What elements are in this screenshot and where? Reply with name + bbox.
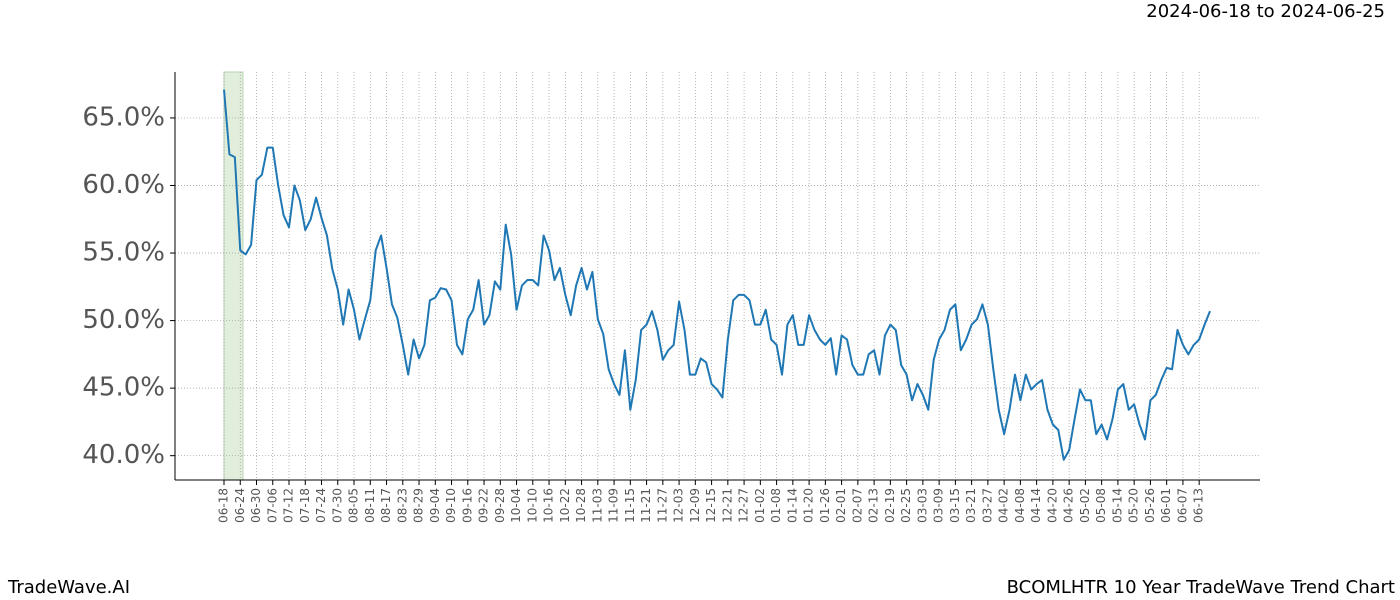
x-tick-label: 09-16 [460,488,474,523]
x-tick-label: 11-27 [655,488,669,523]
x-tick-label: 11-09 [607,488,621,523]
x-tick-label: 08-29 [412,488,426,523]
x-tick-label: 06-01 [1159,488,1173,523]
x-tick-label: 02-01 [834,488,848,523]
x-tick-label: 10-10 [525,488,539,523]
x-tick-label: 01-02 [753,488,767,523]
x-tick-label: 10-16 [542,488,556,523]
x-tick-label: 09-10 [444,488,458,523]
x-tick-label: 04-08 [1013,488,1027,523]
x-tick-label: 10-04 [509,488,523,523]
brand: TradeWave.AI [7,577,130,598]
x-tick-label: 06-30 [249,488,263,523]
y-tick-label: 55.0% [82,238,165,268]
x-tick-label: 08-23 [395,488,409,523]
x-tick-label: 03-15 [948,488,962,523]
x-tick-label: 06-13 [1192,488,1206,523]
x-tick-label: 03-03 [915,488,929,523]
x-tick-label: 12-09 [688,488,702,523]
x-tick-label: 04-20 [1045,488,1059,523]
line-series [223,89,1211,461]
x-tick-label: 01-26 [818,488,832,523]
x-tick-label: 09-22 [477,488,491,523]
x-tick-label: 01-08 [769,488,783,523]
x-tick-label: 03-09 [932,488,946,523]
x-tick-label: 10-28 [574,488,588,523]
x-tick-label: 08-11 [363,488,377,523]
x-tick-label: 03-21 [964,488,978,523]
x-tick-label: 12-03 [672,488,686,523]
x-tick-label: 03-27 [980,488,994,523]
x-tick-label: 09-28 [493,488,507,523]
x-tick-label: 07-24 [314,488,328,523]
y-tick-label: 45.0% [82,373,165,403]
x-tick-label: 10-22 [558,488,572,523]
x-tick-label: 06-07 [1175,488,1189,523]
x-tick-label: 06-18 [217,488,231,523]
x-tick-label: 11-21 [639,488,653,523]
x-tick-label: 12-27 [737,488,751,523]
x-tick-label: 04-26 [1062,488,1076,523]
y-tick-label: 50.0% [82,305,165,335]
x-tick-label: 07-06 [265,488,279,523]
x-tick-label: 08-05 [347,488,361,523]
y-tick-label: 40.0% [82,440,165,470]
y-tick-label: 65.0% [82,102,165,132]
x-tick-label: 07-30 [330,488,344,523]
x-tick-label: 01-14 [785,488,799,523]
x-tick-label: 04-14 [1029,488,1043,523]
x-tick-label: 07-18 [298,488,312,523]
x-tick-label: 02-13 [867,488,881,523]
x-tick-label: 02-19 [883,488,897,523]
x-tick-label: 05-26 [1143,488,1157,523]
x-tick-label: 11-15 [623,488,637,523]
x-tick-label: 01-20 [802,488,816,523]
x-tick-label: 12-21 [720,488,734,523]
x-tick-label: 04-02 [997,488,1011,523]
x-tick-label: 08-17 [379,488,393,523]
x-tick-label: 06-24 [233,488,247,523]
x-tick-label: 05-08 [1094,488,1108,523]
x-tick-label: 05-02 [1078,488,1092,523]
x-tick-label: 07-12 [282,488,296,523]
x-tick-label: 02-07 [850,488,864,523]
x-tick-label: 05-20 [1127,488,1141,523]
chart-title: BCOMLHTR 10 Year TradeWave Trend Chart [1007,577,1395,598]
y-tick-label: 60.0% [82,170,165,200]
x-tick-label: 12-15 [704,488,718,523]
x-tick-label: 09-04 [428,488,442,523]
x-tick-label: 02-25 [899,488,913,523]
date-range: 2024-06-18 to 2024-06-25 [1146,1,1385,22]
x-tick-label: 11-03 [590,488,604,523]
x-tick-label: 05-14 [1110,488,1124,523]
